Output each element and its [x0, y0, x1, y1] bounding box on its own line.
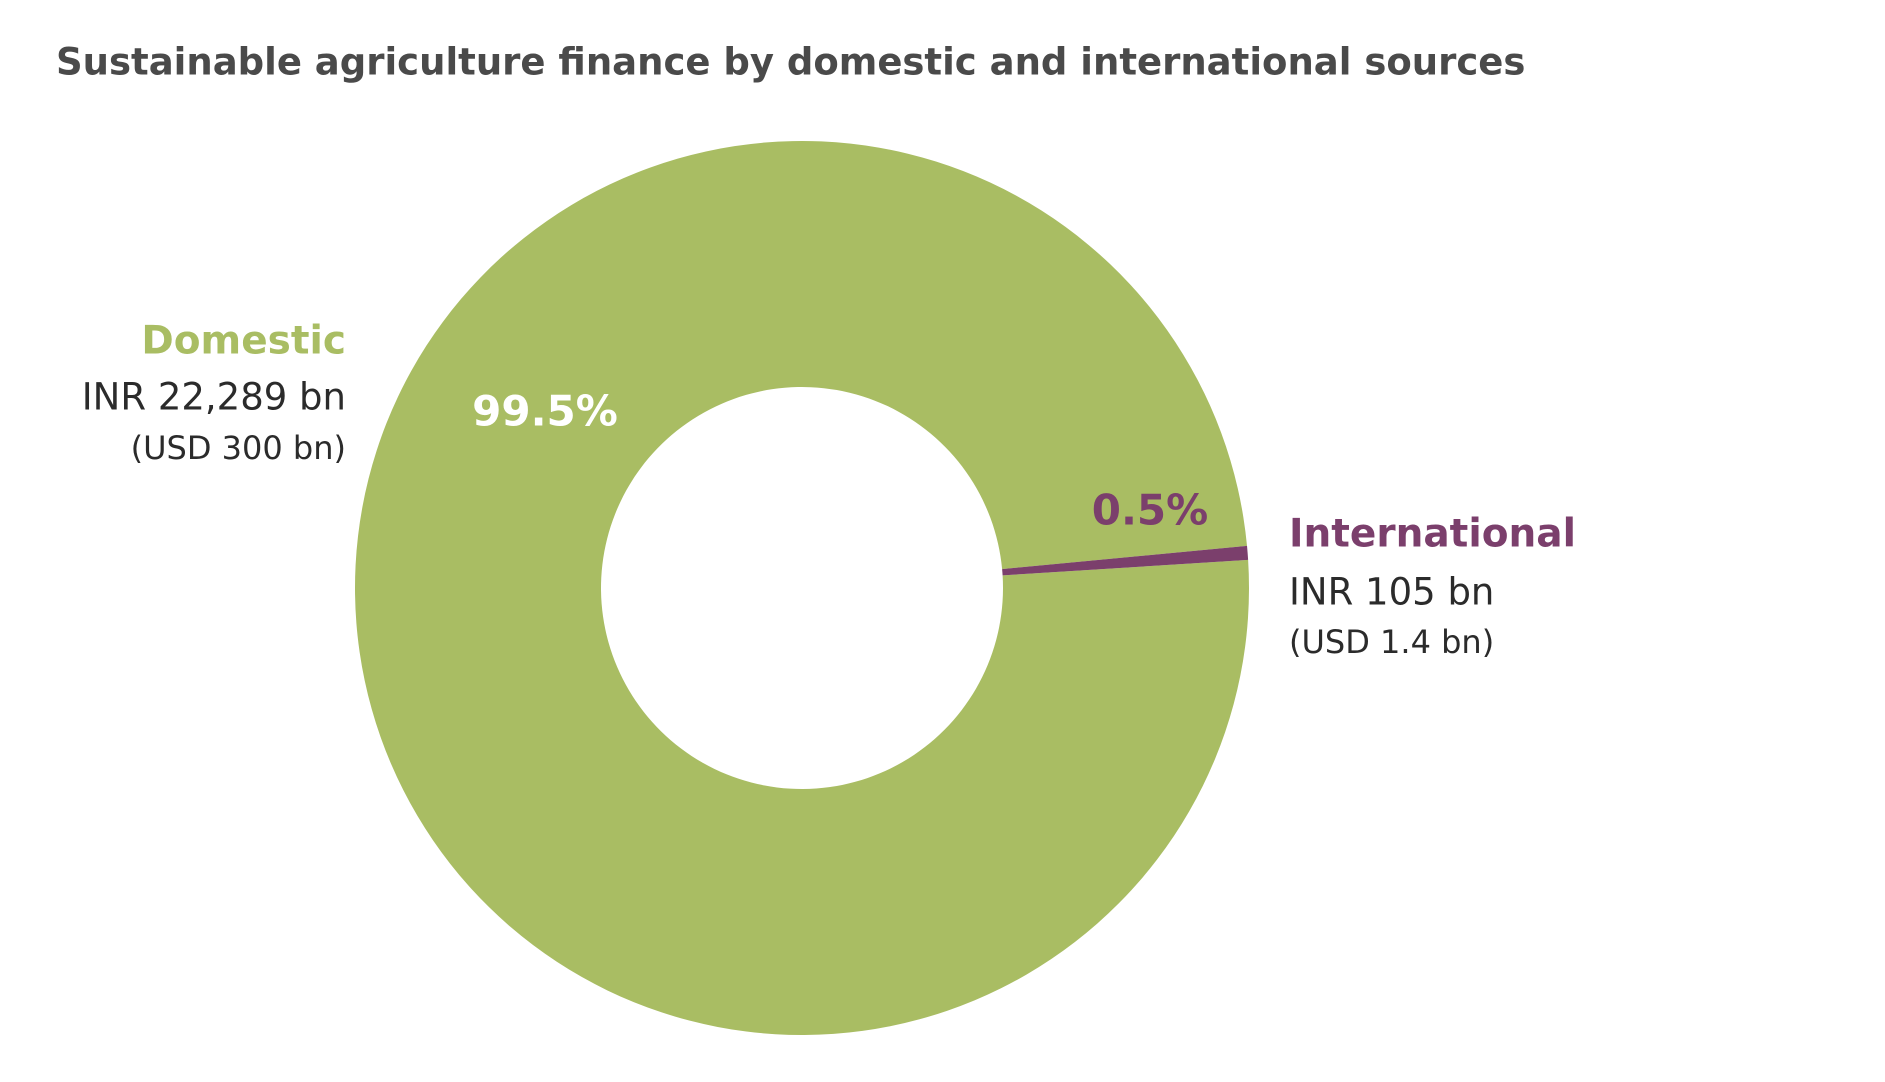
amount-label: INR 105 bn [1289, 571, 1494, 614]
category-label: Domestic [141, 319, 346, 364]
donut-slice [1002, 545, 1249, 576]
value-label: 99.5% [472, 387, 618, 436]
category-label: International [1289, 512, 1576, 557]
chart-title: Sustainable agriculture finance by domes… [56, 41, 1525, 84]
usd-label: (USD 1.4 bn) [1289, 623, 1494, 661]
amount-label: INR 22,289 bn [82, 376, 346, 419]
usd-label: (USD 300 bn) [131, 429, 346, 467]
donut-slice [354, 140, 1249, 1035]
value-label: 0.5% [1092, 486, 1208, 535]
